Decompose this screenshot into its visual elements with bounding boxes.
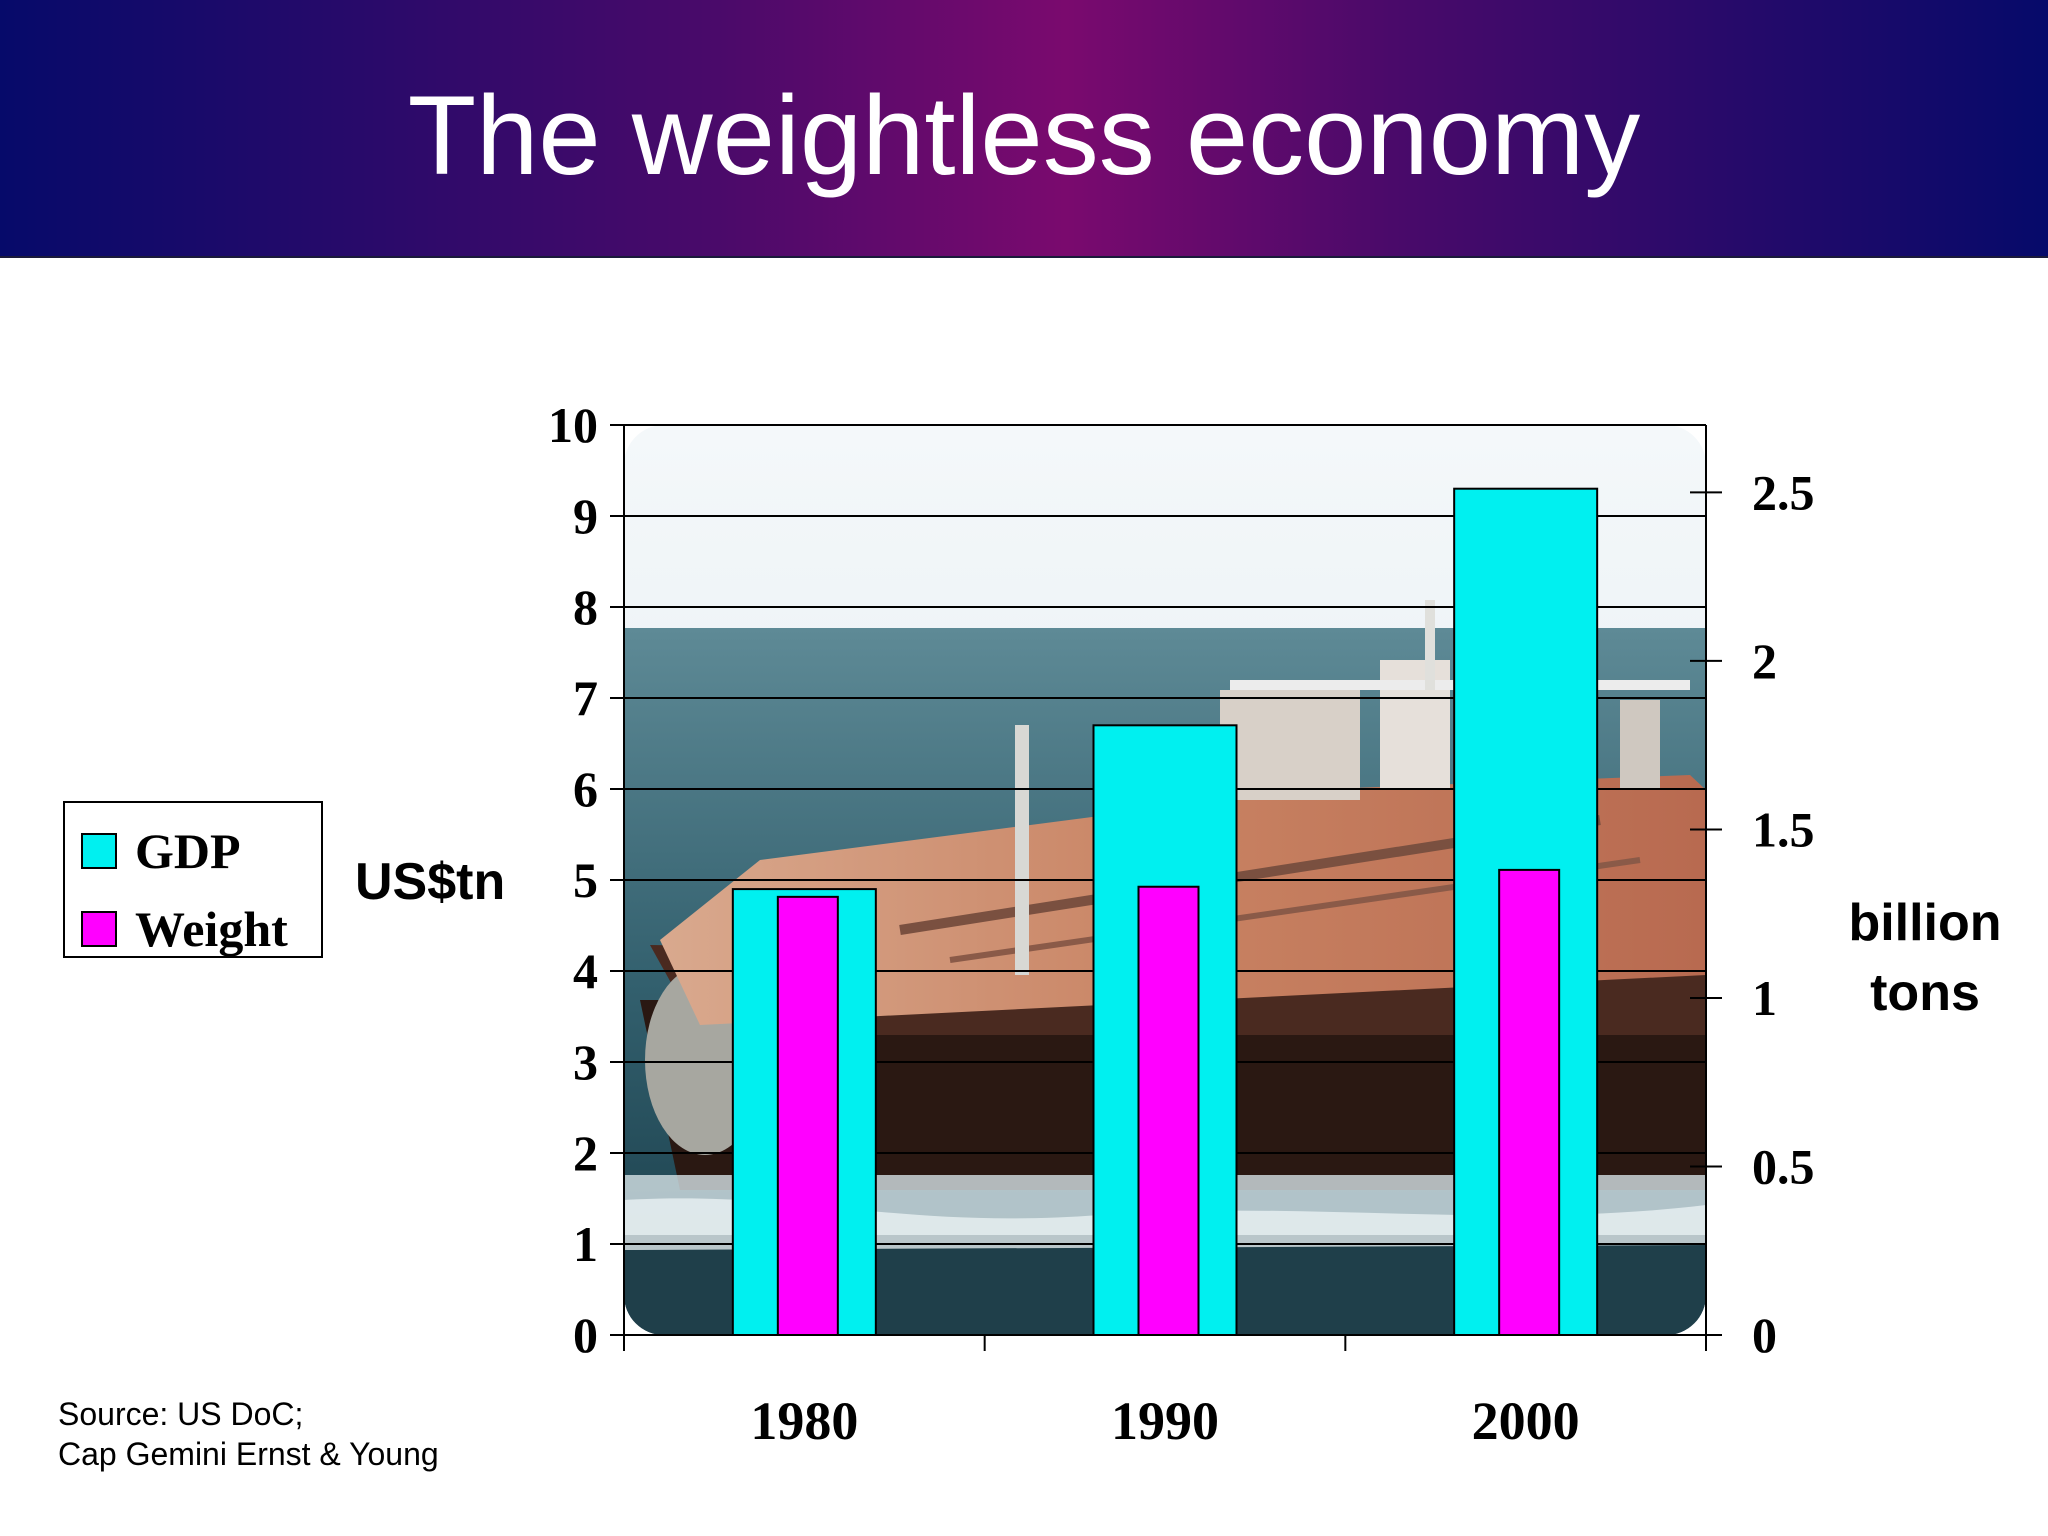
- legend-label-gdp: GDP: [135, 823, 241, 879]
- y-left-tick-label: 9: [573, 488, 598, 544]
- y-axis-right-label-line2: tons: [1870, 964, 1980, 1022]
- y-left-tick-label: 2: [573, 1125, 598, 1181]
- title-bar: The weightless economy: [0, 0, 2048, 258]
- legend-label-weight: Weight: [135, 901, 288, 957]
- y-left-tick-label: 10: [548, 397, 598, 453]
- x-tick-label-1980: 1980: [750, 1391, 858, 1451]
- slide-title: The weightless economy: [407, 73, 1641, 198]
- y-right-tick-label: 1: [1752, 970, 1777, 1026]
- y-axis-right-label-line1: billion: [1848, 894, 2002, 952]
- y-right-tick-label: 2: [1752, 633, 1777, 689]
- y-left-tick-label: 3: [573, 1034, 598, 1090]
- x-tick-label-1990: 1990: [1111, 1391, 1219, 1451]
- y-left-tick-label: 0: [573, 1307, 598, 1363]
- bar-weight-1980: [776, 895, 839, 1337]
- y-axis-right-label: billion tons: [1810, 888, 2040, 1028]
- legend-swatch-weight: [81, 911, 117, 947]
- source-line-2: Cap Gemini Ernst & Young: [58, 1436, 439, 1472]
- source-line-1: Source: US DoC;: [58, 1396, 304, 1432]
- y-left-tick-label: 1: [573, 1216, 598, 1272]
- x-tick-label-2000: 2000: [1472, 1391, 1580, 1451]
- source-note: Source: US DoC; Cap Gemini Ernst & Young: [58, 1394, 439, 1474]
- y-left-tick-label: 4: [573, 943, 598, 999]
- legend-swatch-gdp: [81, 833, 117, 869]
- y-right-tick-label: 0: [1752, 1307, 1777, 1363]
- y-right-tick-label: 1.5: [1752, 801, 1815, 857]
- bar-weight-2000: [1498, 868, 1561, 1337]
- y-left-tick-label: 7: [573, 670, 598, 726]
- y-right-tick-label: 0.5: [1752, 1138, 1815, 1194]
- y-axis-left-label: US$tn: [355, 853, 506, 911]
- y-left-tick-label: 5: [573, 852, 598, 908]
- legend: GDP Weight: [63, 801, 323, 958]
- y-left-tick-label: 8: [573, 579, 598, 635]
- bar-weight-1990: [1137, 885, 1200, 1336]
- y-right-tick-label: 2.5: [1752, 464, 1815, 520]
- y-left-tick-label: 6: [573, 761, 598, 817]
